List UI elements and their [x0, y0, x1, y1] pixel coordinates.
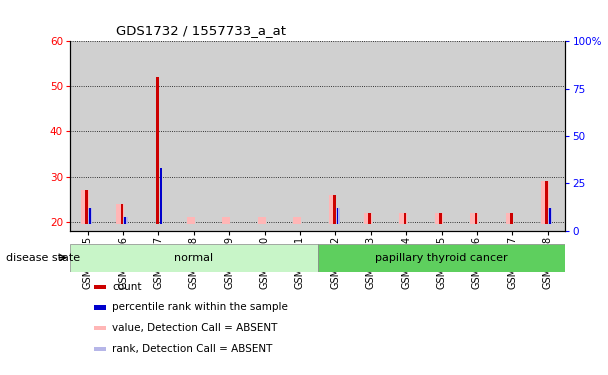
Bar — [212, 41, 247, 231]
Bar — [212, 41, 247, 231]
Bar — [545, 181, 548, 224]
Bar — [122, 217, 128, 224]
Bar — [176, 41, 212, 231]
Bar — [317, 244, 565, 272]
Bar — [389, 41, 424, 231]
Bar — [506, 213, 513, 224]
Bar — [404, 213, 406, 224]
Bar — [81, 190, 89, 224]
Bar — [140, 41, 176, 231]
Bar — [439, 213, 442, 224]
Bar — [247, 41, 282, 231]
Bar — [70, 244, 317, 272]
Bar — [121, 204, 123, 224]
Bar — [495, 41, 530, 231]
Bar — [116, 204, 124, 224]
Bar — [87, 208, 92, 224]
Text: normal: normal — [174, 253, 213, 263]
Bar — [530, 41, 565, 231]
Bar — [317, 41, 353, 231]
Bar — [187, 217, 195, 224]
Bar — [353, 41, 389, 231]
Text: rank, Detection Call = ABSENT: rank, Detection Call = ABSENT — [112, 344, 272, 354]
Bar — [329, 195, 336, 224]
Bar — [334, 208, 340, 224]
Bar — [70, 41, 105, 231]
Bar — [159, 168, 162, 224]
Text: percentile rank within the sample: percentile rank within the sample — [112, 303, 288, 312]
Bar — [435, 213, 443, 224]
Text: papillary thyroid cancer: papillary thyroid cancer — [375, 253, 508, 263]
Bar — [282, 41, 317, 231]
Bar — [140, 41, 176, 231]
Bar — [105, 41, 140, 231]
Bar — [399, 213, 407, 224]
Text: count: count — [112, 282, 142, 292]
Bar — [470, 213, 478, 224]
Bar — [459, 41, 495, 231]
Bar — [541, 181, 549, 224]
Bar — [530, 41, 565, 231]
Bar — [459, 41, 495, 231]
Bar — [336, 208, 339, 224]
Bar — [70, 41, 105, 231]
Bar — [258, 217, 266, 224]
Bar — [124, 217, 126, 224]
Bar — [105, 41, 140, 231]
Bar — [549, 208, 551, 224]
Bar — [510, 213, 513, 224]
Bar — [85, 190, 88, 224]
Bar — [389, 41, 424, 231]
Bar — [353, 41, 389, 231]
Bar — [317, 41, 353, 231]
Bar — [223, 217, 230, 224]
Bar — [282, 41, 317, 231]
Bar — [364, 213, 372, 224]
Bar — [424, 41, 459, 231]
Bar — [475, 213, 477, 224]
Bar — [424, 41, 459, 231]
Bar — [156, 77, 159, 224]
Bar — [547, 208, 552, 224]
Bar — [89, 208, 91, 224]
Bar — [368, 213, 371, 224]
Bar — [293, 217, 301, 224]
Bar — [333, 195, 336, 224]
Text: value, Detection Call = ABSENT: value, Detection Call = ABSENT — [112, 323, 277, 333]
Text: GDS1732 / 1557733_a_at: GDS1732 / 1557733_a_at — [116, 24, 286, 38]
Bar — [495, 41, 530, 231]
Bar — [176, 41, 212, 231]
Bar — [247, 41, 282, 231]
Text: disease state: disease state — [6, 253, 80, 263]
